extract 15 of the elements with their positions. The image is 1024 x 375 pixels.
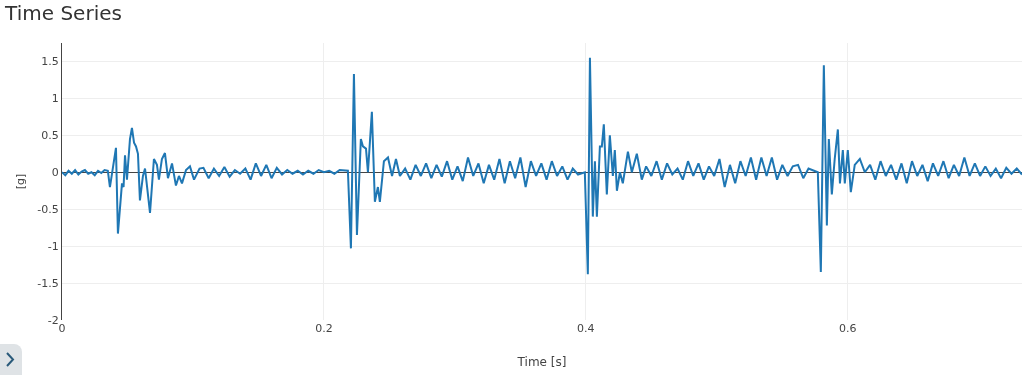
x-tick-label: 0.6	[839, 322, 857, 335]
x-axis-title: Time [s]	[516, 355, 567, 369]
line-series	[62, 56, 1022, 276]
y-tick-label: 0.5	[41, 129, 59, 143]
x-tick-label: 0.4	[577, 322, 595, 335]
y-tick-label: 0	[51, 166, 59, 180]
x-tick-label: 0.2	[315, 322, 333, 335]
chart-title: Time Series	[4, 0, 122, 25]
y-tick-label: -1	[47, 239, 59, 253]
y-tick-label: 1	[51, 92, 59, 106]
y-axis-title: [g]	[13, 173, 27, 190]
y-tick-label: -0.5	[37, 203, 59, 217]
y-tick-label: -1.5	[37, 276, 59, 290]
y-tick-label: 1.5	[41, 55, 59, 69]
y-tick-label: -2	[47, 313, 59, 327]
